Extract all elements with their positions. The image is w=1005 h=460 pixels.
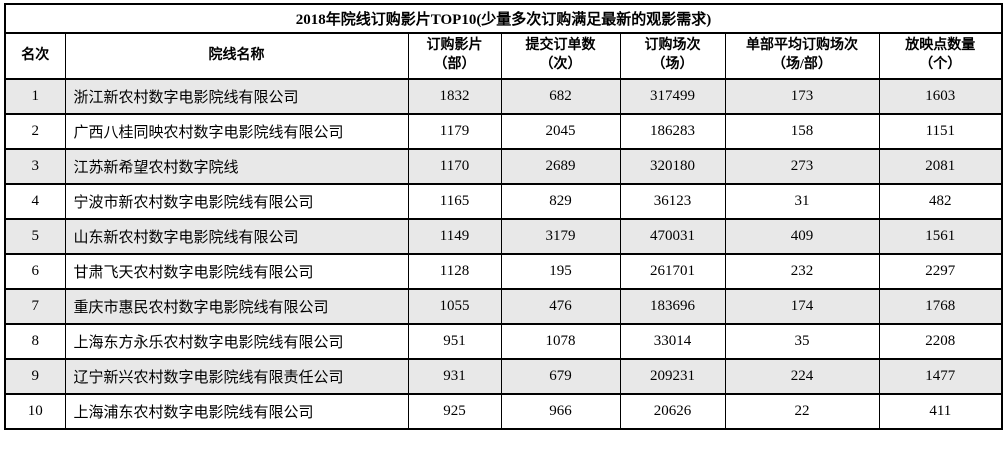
cell-screening-points: 411 [878, 393, 1003, 430]
cell-avg-screenings: 174 [724, 288, 880, 325]
cell-orders-submitted: 3179 [500, 218, 621, 255]
cell-avg-screenings: 22 [724, 393, 880, 430]
cell-rank: 3 [4, 148, 66, 185]
title-row: 2018年院线订购影片TOP10(少量多次订购满足最新的观影需求) [4, 3, 1003, 34]
cell-screening-points: 1477 [878, 358, 1003, 395]
cell-films-ordered: 1179 [407, 113, 502, 150]
cell-rank: 10 [4, 393, 66, 430]
top10-table: 2018年院线订购影片TOP10(少量多次订购满足最新的观影需求) 名次 院线名… [4, 3, 1004, 430]
cell-chain-name: 山东新农村数字电影院线有限公司 [64, 218, 409, 255]
cell-orders-submitted: 966 [500, 393, 621, 430]
col-header-chain-name: 院线名称 [64, 32, 409, 80]
cell-avg-screenings: 224 [724, 358, 880, 395]
cell-chain-name: 辽宁新兴农村数字电影院线有限责任公司 [64, 358, 409, 395]
table-row: 4 宁波市新农村数字电影院线有限公司 1165 829 36123 31 482 [4, 183, 1003, 220]
cell-screening-points: 1768 [878, 288, 1003, 325]
cell-screening-points: 2081 [878, 148, 1003, 185]
cell-films-ordered: 951 [407, 323, 502, 360]
table-row: 3 江苏新希望农村数字院线 1170 2689 320180 273 2081 [4, 148, 1003, 185]
table-row: 10 上海浦东农村数字电影院线有限公司 925 966 20626 22 411 [4, 393, 1003, 430]
cell-orders-submitted: 679 [500, 358, 621, 395]
cell-screenings-ordered: 33014 [619, 323, 726, 360]
cell-screenings-ordered: 320180 [619, 148, 726, 185]
cell-avg-screenings: 273 [724, 148, 880, 185]
cell-orders-submitted: 829 [500, 183, 621, 220]
cell-screenings-ordered: 261701 [619, 253, 726, 290]
cell-films-ordered: 1128 [407, 253, 502, 290]
table-title: 2018年院线订购影片TOP10(少量多次订购满足最新的观影需求) [4, 3, 1003, 34]
cell-rank: 5 [4, 218, 66, 255]
col-header-screening-points: 放映点数量 （个） [878, 32, 1003, 80]
cell-avg-screenings: 232 [724, 253, 880, 290]
cell-avg-screenings: 173 [724, 78, 880, 115]
cell-rank: 6 [4, 253, 66, 290]
cell-chain-name: 江苏新希望农村数字院线 [64, 148, 409, 185]
cell-orders-submitted: 2045 [500, 113, 621, 150]
col-header-avg-screenings-per-film: 单部平均订购场次 （场/部） [724, 32, 880, 80]
cell-screening-points: 1603 [878, 78, 1003, 115]
cell-orders-submitted: 195 [500, 253, 621, 290]
cell-screenings-ordered: 186283 [619, 113, 726, 150]
cell-orders-submitted: 682 [500, 78, 621, 115]
cell-avg-screenings: 409 [724, 218, 880, 255]
table-row: 9 辽宁新兴农村数字电影院线有限责任公司 931 679 209231 224 … [4, 358, 1003, 395]
cell-avg-screenings: 31 [724, 183, 880, 220]
table-row: 7 重庆市惠民农村数字电影院线有限公司 1055 476 183696 174 … [4, 288, 1003, 325]
cell-rank: 8 [4, 323, 66, 360]
cell-films-ordered: 1055 [407, 288, 502, 325]
cell-chain-name: 浙江新农村数字电影院线有限公司 [64, 78, 409, 115]
cell-orders-submitted: 2689 [500, 148, 621, 185]
table-row: 5 山东新农村数字电影院线有限公司 1149 3179 470031 409 1… [4, 218, 1003, 255]
cell-films-ordered: 1165 [407, 183, 502, 220]
header-row: 名次 院线名称 订购影片 （部） 提交订单数 （次） 订购场次 （场） 单部平均… [4, 32, 1003, 80]
cell-screenings-ordered: 209231 [619, 358, 726, 395]
cell-screenings-ordered: 20626 [619, 393, 726, 430]
cell-rank: 9 [4, 358, 66, 395]
cell-screenings-ordered: 317499 [619, 78, 726, 115]
cell-chain-name: 广西八桂同映农村数字电影院线有限公司 [64, 113, 409, 150]
table-row: 6 甘肃飞天农村数字电影院线有限公司 1128 195 261701 232 2… [4, 253, 1003, 290]
cell-screenings-ordered: 470031 [619, 218, 726, 255]
cell-screening-points: 1561 [878, 218, 1003, 255]
cell-chain-name: 宁波市新农村数字电影院线有限公司 [64, 183, 409, 220]
cell-films-ordered: 925 [407, 393, 502, 430]
cell-screenings-ordered: 183696 [619, 288, 726, 325]
cell-chain-name: 上海浦东农村数字电影院线有限公司 [64, 393, 409, 430]
cell-chain-name: 甘肃飞天农村数字电影院线有限公司 [64, 253, 409, 290]
cell-rank: 1 [4, 78, 66, 115]
cell-rank: 2 [4, 113, 66, 150]
cell-chain-name: 重庆市惠民农村数字电影院线有限公司 [64, 288, 409, 325]
table-row: 2 广西八桂同映农村数字电影院线有限公司 1179 2045 186283 15… [4, 113, 1003, 150]
cell-screening-points: 1151 [878, 113, 1003, 150]
col-header-rank: 名次 [4, 32, 66, 80]
table-row: 1 浙江新农村数字电影院线有限公司 1832 682 317499 173 16… [4, 78, 1003, 115]
cell-screening-points: 482 [878, 183, 1003, 220]
cell-orders-submitted: 476 [500, 288, 621, 325]
cell-rank: 4 [4, 183, 66, 220]
table-row: 8 上海东方永乐农村数字电影院线有限公司 951 1078 33014 35 2… [4, 323, 1003, 360]
cell-screenings-ordered: 36123 [619, 183, 726, 220]
cell-films-ordered: 931 [407, 358, 502, 395]
cell-films-ordered: 1170 [407, 148, 502, 185]
cell-screening-points: 2297 [878, 253, 1003, 290]
cell-orders-submitted: 1078 [500, 323, 621, 360]
cell-chain-name: 上海东方永乐农村数字电影院线有限公司 [64, 323, 409, 360]
col-header-screenings-ordered: 订购场次 （场） [619, 32, 726, 80]
cell-screening-points: 2208 [878, 323, 1003, 360]
cell-rank: 7 [4, 288, 66, 325]
cell-avg-screenings: 35 [724, 323, 880, 360]
cell-films-ordered: 1832 [407, 78, 502, 115]
cell-films-ordered: 1149 [407, 218, 502, 255]
col-header-films-ordered: 订购影片 （部） [407, 32, 502, 80]
col-header-orders-submitted: 提交订单数 （次） [500, 32, 621, 80]
cell-avg-screenings: 158 [724, 113, 880, 150]
